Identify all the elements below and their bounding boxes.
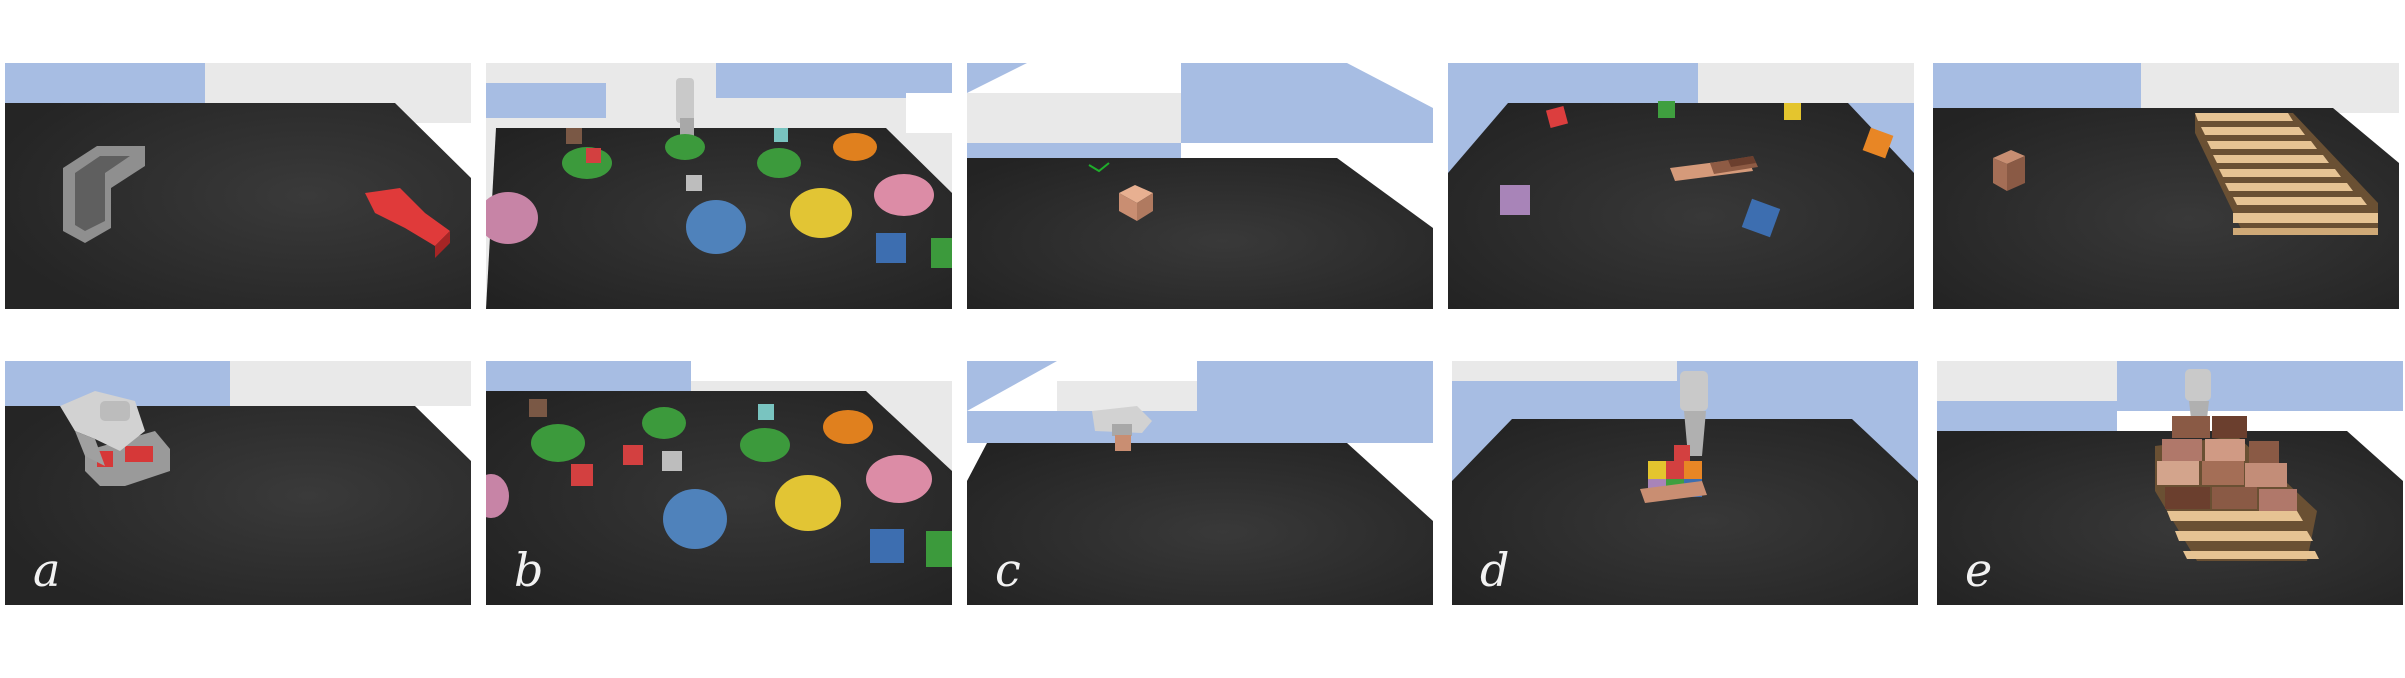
panel-d-bottom: d: [1452, 361, 1918, 605]
brown-box: [1993, 150, 2025, 191]
blue-cube: [876, 233, 906, 263]
pink-bowl: [866, 455, 932, 503]
green-bowl: [665, 134, 705, 160]
panel-d-top: [1448, 63, 1914, 309]
robot-arm: [60, 391, 145, 466]
orange-cube: [1862, 127, 1894, 159]
panel-c-top: [967, 63, 1433, 309]
blue-bowl: [663, 489, 727, 549]
panel-e-top: [1933, 63, 2399, 309]
purple-cube: [1500, 185, 1530, 215]
scene-d-top: [1448, 63, 1914, 309]
panel-c-bottom: c: [967, 361, 1433, 605]
scene-b-top: [486, 63, 952, 309]
panel-label-e: e: [1965, 543, 1992, 597]
robot-arm: [1092, 406, 1152, 436]
panel-label-c: c: [995, 543, 1021, 597]
blue-cube: [1741, 198, 1781, 238]
scene-d-bottom: d: [1452, 361, 1918, 605]
table-surface: [486, 391, 952, 605]
scene-c-bottom: c: [967, 361, 1433, 605]
orange-bowl: [823, 410, 873, 444]
robot-arm: [1680, 371, 1708, 456]
scene-e-bottom: e: [1937, 361, 2403, 605]
red-cube: [623, 445, 643, 465]
gray-cube: [662, 451, 682, 471]
red-l-block: [365, 188, 450, 258]
table-surface: [1448, 103, 1914, 309]
red-cube: [1545, 105, 1569, 129]
scene-a-bottom: a: [5, 361, 471, 605]
peach-cube: [1115, 435, 1131, 451]
panel-b-top: [486, 63, 952, 309]
table-surface: [5, 406, 471, 605]
cyan-cube: [758, 404, 774, 420]
table-surface: [967, 443, 1433, 605]
table-surface: [1452, 419, 1918, 605]
green-cube: [931, 238, 952, 268]
red-cube: [571, 464, 593, 486]
brown-cube: [566, 128, 582, 144]
yellow-cube: [1784, 103, 1801, 120]
brown-cube: [529, 399, 547, 417]
green-bowl: [740, 428, 790, 462]
red-cube: [586, 148, 601, 163]
blue-cube: [870, 529, 904, 563]
table-surface: [967, 158, 1433, 309]
pink-bowl: [486, 192, 538, 244]
l-shaped-container: [63, 146, 145, 243]
panel-e-bottom: e: [1937, 361, 2403, 605]
yellow-bowl: [790, 188, 852, 238]
panel-label-d: d: [1480, 543, 1509, 597]
scene-e-top: [1933, 63, 2399, 309]
scene-c-top: [967, 63, 1433, 309]
pink-bowl: [486, 474, 509, 518]
cube-stack: [1640, 445, 1707, 503]
green-cube: [1658, 101, 1675, 118]
peach-cube: [1119, 185, 1153, 221]
stacked-brown-boxes: [2157, 416, 2297, 511]
green-bowl: [642, 407, 686, 439]
scene-a-top: [5, 63, 471, 309]
panel-label-a: a: [33, 543, 60, 597]
scene-b-bottom: b: [486, 361, 952, 605]
panel-a-bottom: a: [5, 361, 471, 605]
panel-a-top: [5, 63, 471, 309]
orange-bowl: [833, 133, 877, 161]
green-bowl: [531, 424, 585, 462]
yellow-bowl: [775, 475, 841, 531]
red-block: [125, 446, 153, 462]
panel-b-bottom: b: [486, 361, 952, 605]
green-bowl: [757, 148, 801, 178]
wooden-pallet: [2195, 113, 2378, 235]
blue-bowl: [686, 200, 746, 254]
brown-bars: [1670, 156, 1758, 181]
pink-bowl: [874, 174, 934, 216]
gray-cube: [686, 175, 702, 191]
green-cube: [926, 531, 952, 567]
target-marker: [1088, 162, 1110, 173]
cyan-cube: [774, 128, 788, 142]
panel-label-b: b: [514, 543, 543, 597]
